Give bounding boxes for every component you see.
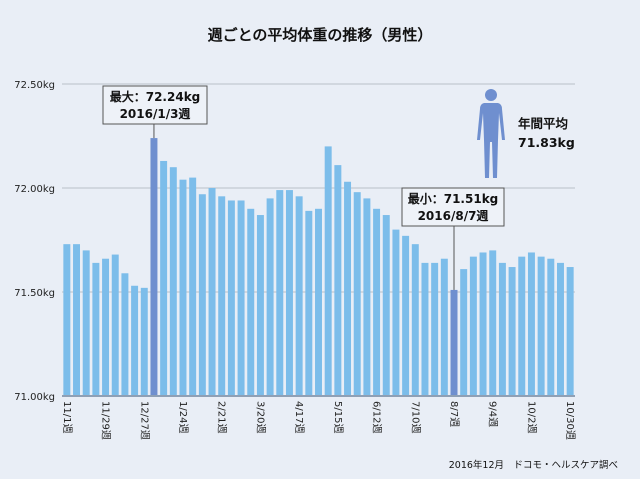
x-tick-label: 10/30週 xyxy=(564,401,576,440)
bar xyxy=(208,188,216,396)
x-tick-label: 2/21週 xyxy=(216,401,228,433)
bar xyxy=(285,190,293,396)
bar xyxy=(334,165,342,396)
bar xyxy=(121,273,129,396)
bar xyxy=(92,262,100,396)
bar xyxy=(227,200,235,396)
bar xyxy=(276,190,284,396)
x-tick-label: 10/2週 xyxy=(525,401,537,433)
bar xyxy=(247,208,255,396)
bar xyxy=(63,244,71,396)
bar xyxy=(392,229,400,396)
bar-highlight xyxy=(150,138,158,396)
x-tick-label: 11/1週 xyxy=(61,401,73,433)
bar xyxy=(498,262,506,396)
bar xyxy=(344,181,352,396)
max-callout: 最大：72.24kg 2016/1/3週 xyxy=(102,85,208,139)
bar xyxy=(421,262,429,396)
min-callout-box xyxy=(401,187,505,227)
bar xyxy=(469,256,477,396)
bar xyxy=(440,258,448,396)
x-tick-label: 3/20週 xyxy=(254,401,266,433)
bar-highlight xyxy=(450,289,458,396)
bar xyxy=(508,267,516,396)
bar xyxy=(218,196,226,396)
bar xyxy=(489,250,497,396)
x-tick-label: 1/24週 xyxy=(177,401,189,433)
max-callout-box xyxy=(102,85,208,125)
bar xyxy=(189,177,197,396)
bar xyxy=(431,262,439,396)
bar xyxy=(169,167,177,396)
x-tick-label: 9/4週 xyxy=(487,401,499,427)
y-axis-ticks: 71.00kg 71.50kg 72.00kg 72.50kg xyxy=(14,80,55,403)
y-tick-label: 71.50kg xyxy=(14,288,55,299)
chart-title: 週ごとの平均体重の推移（男性） xyxy=(208,26,433,44)
bar xyxy=(295,196,303,396)
bar xyxy=(179,179,187,396)
bar xyxy=(537,256,545,396)
min-callout-value: 最小：71.51kg xyxy=(408,191,499,206)
x-tick-label: 11/29週 xyxy=(100,401,112,440)
bar xyxy=(527,252,535,396)
bar xyxy=(73,244,81,396)
bar xyxy=(140,287,148,396)
bar xyxy=(237,200,245,396)
y-tick-label: 71.00kg xyxy=(14,392,55,403)
x-tick-label: 12/27週 xyxy=(138,401,150,440)
bar xyxy=(198,194,206,396)
max-callout-value: 最大：72.24kg xyxy=(110,89,201,104)
bar xyxy=(373,208,381,396)
person-icon xyxy=(477,89,505,178)
source-note: 2016年12月 ドコモ・ヘルスケア調べ xyxy=(449,459,618,471)
bar xyxy=(402,235,410,396)
x-tick-label: 8/7週 xyxy=(448,401,460,427)
bar xyxy=(315,208,322,396)
x-tick-label: 4/17週 xyxy=(293,401,305,433)
bar xyxy=(547,258,555,396)
x-tick-label: 6/12週 xyxy=(371,401,383,433)
min-callout: 最小：71.51kg 2016/8/7週 xyxy=(401,187,505,290)
bar xyxy=(518,256,526,396)
bar xyxy=(479,252,487,396)
bar xyxy=(131,285,139,396)
bar xyxy=(353,192,361,396)
bar xyxy=(111,254,119,396)
x-tick-label: 7/10週 xyxy=(409,401,421,433)
average-label: 年間平均 xyxy=(518,116,568,131)
x-tick-label: 5/15週 xyxy=(332,401,344,433)
y-tick-label: 72.00kg xyxy=(14,184,55,195)
bar xyxy=(102,258,110,396)
x-axis-ticks: 11/1週 11/29週 12/27週 1/24週 2/21週 3/20週 4/17週 5/1… xyxy=(61,401,576,440)
bar xyxy=(363,198,371,396)
bar xyxy=(566,267,574,396)
y-tick-label: 72.50kg xyxy=(14,80,55,91)
bar xyxy=(411,244,419,396)
bar xyxy=(382,215,390,396)
bar xyxy=(305,210,313,396)
bar xyxy=(324,146,332,396)
bar xyxy=(160,160,168,396)
bar xyxy=(556,262,564,396)
average-value: 71.83kg xyxy=(518,135,575,150)
max-callout-date: 2016/1/3週 xyxy=(120,106,191,121)
min-callout-date: 2016/8/7週 xyxy=(418,208,489,223)
bar xyxy=(460,269,468,396)
bars xyxy=(63,138,574,396)
bar xyxy=(256,215,264,396)
bar xyxy=(266,198,274,396)
bar xyxy=(82,250,90,396)
